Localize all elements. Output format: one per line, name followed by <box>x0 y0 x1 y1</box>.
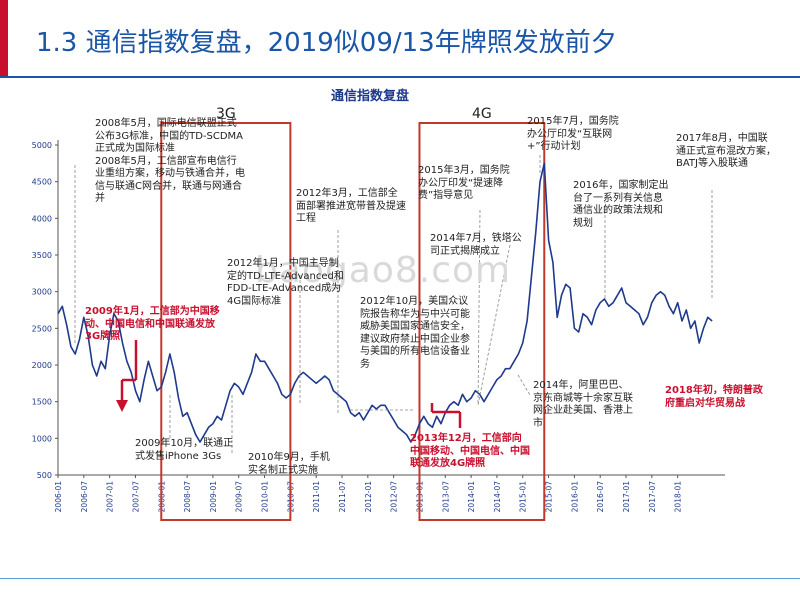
annotation-2013-dec: 2013年12月，工信部向中国移动、中国电信、中国联通发放4G牌照 <box>410 433 530 471</box>
annotation-line: 2015年7月，国务院办公厅印发“互联网+”行动计划 <box>527 116 619 152</box>
x-tick-label: 2015-07 <box>545 481 554 513</box>
y-tick-label: 3500 <box>32 251 52 260</box>
x-tick-label: 2007-01 <box>106 481 115 513</box>
y-tick-label: 2000 <box>32 361 52 370</box>
event-arrow-2009-head <box>116 400 128 412</box>
x-tick-label: 2009-01 <box>209 481 218 513</box>
annotation-2015-mar: 2015年3月，国务院办公厅印发“提速降费”指导意见 <box>418 165 518 203</box>
annotation-line: 2013年12月，工信部向中国移动、中国电信、中国联通发放4G牌照 <box>410 433 530 469</box>
annotation-2012-jan: 2012年1月，中国主导制定的TD-LTE-Advanced和FDD-LTE-A… <box>227 258 345 308</box>
annotation-leader-line <box>517 374 531 396</box>
annotation-line: 2010年9月，手机实名制正式实施 <box>248 452 330 476</box>
title-accent-bar <box>0 0 8 78</box>
x-tick-label: 2014-07 <box>493 481 502 513</box>
annotation-2014-jul: 2014年7月，铁塔公司正式揭牌成立 <box>430 233 522 258</box>
annotation-leader-line <box>477 209 481 406</box>
annotation-line: 2012年3月，工信部全面部署推进宽带普及提速工程 <box>296 188 406 224</box>
annotation-2009-jan: 2009年1月，工信部为中国移动、中国电信和中国联通发放3G牌照 <box>85 306 225 344</box>
x-tick-label: 2009-07 <box>235 481 244 513</box>
y-tick-label: 3000 <box>32 288 52 297</box>
chart-title: 通信指数复盘 <box>331 88 409 104</box>
annotation-2015-jul: 2015年7月，国务院办公厅印发“互联网+”行动计划 <box>527 116 619 154</box>
x-tick-label: 2006-01 <box>54 481 63 513</box>
y-tick-label: 500 <box>37 471 52 480</box>
annotation-line: 2018年初，特朗普政府重启对华贸易战 <box>665 385 763 409</box>
x-tick-label: 2015-01 <box>519 481 528 513</box>
y-tick-label: 4500 <box>32 178 52 187</box>
header-divider <box>0 76 800 78</box>
page-title: 1.3 通信指数复盘，2019似09/13年牌照发放前夕 <box>36 28 617 58</box>
x-tick-label: 2014-01 <box>467 481 476 513</box>
annotation-line: 2012年1月，中国主导制定的TD-LTE-Advanced和FDD-LTE-A… <box>227 258 344 307</box>
annotation-line: 2009年1月，工信部为中国移动、中国电信和中国联通发放3G牌照 <box>85 306 220 342</box>
annotation-2018: 2018年初，特朗普政府重启对华贸易战 <box>665 385 765 410</box>
x-tick-label: 2016-01 <box>570 481 579 513</box>
annotation-leader-line <box>477 244 511 406</box>
x-tick-label: 2017-01 <box>622 481 631 513</box>
annotation-line: 2014年，阿里巴巴、京东商城等十余家互联网企业赴美国、香港上市 <box>533 380 633 429</box>
y-tick-label: 1000 <box>32 434 52 443</box>
y-tick-label: 2500 <box>32 324 52 333</box>
annotation-line: 2015年3月，国务院办公厅印发“提速降费”指导意见 <box>418 165 510 201</box>
x-tick-label: 2013-07 <box>441 481 450 513</box>
x-tick-label: 2006-07 <box>80 481 89 513</box>
x-tick-label: 2018-01 <box>674 481 683 513</box>
annotation-line: 2009年10月，联通正式发售iPhone 3Gs <box>135 438 234 462</box>
annotation-line: 2012年10月，美国众议院报告称华为与中兴可能威胁美国国家通信安全，建议政府禁… <box>360 296 470 370</box>
x-tick-label: 2010-01 <box>261 481 270 513</box>
y-tick-label: 1500 <box>32 398 52 407</box>
y-tick-label: 5000 <box>32 141 52 150</box>
x-tick-label: 2008-07 <box>183 481 192 513</box>
y-tick-label: 4000 <box>32 214 52 223</box>
x-tick-label: 2016-07 <box>596 481 605 513</box>
highlight-box-4G <box>418 122 546 521</box>
highlight-box-label-4G: 4G <box>472 106 492 122</box>
highlight-box-3G <box>160 122 292 521</box>
annotation-2012-mar: 2012年3月，工信部全面部署推进宽带普及提速工程 <box>296 188 406 226</box>
annotation-2008: 2008年5月，国际电信联盟正式公布3G标准，中国的TD-SCDMA正式成为国际… <box>95 118 245 206</box>
x-tick-label: 2017-07 <box>648 481 657 513</box>
annotation-line: 2008年5月，工信部宣布电信行业重组方案，移动与铁通合并，电信与联通C网合并，… <box>95 155 245 205</box>
annotation-2012-oct: 2012年10月，美国众议院报告称华为与中兴可能威胁美国国家通信安全，建议政府禁… <box>360 296 478 371</box>
annotation-line: 2017年8月，中国联通正式宣布混改方案，BATJ等入股联通 <box>676 133 776 169</box>
x-tick-label: 2007-07 <box>131 481 140 513</box>
annotation-2010-sep: 2010年9月，手机实名制正式实施 <box>248 452 338 477</box>
watermark-text: baogao8.com <box>255 250 512 291</box>
series-line <box>57 162 713 443</box>
x-tick-label: 2012-01 <box>364 481 373 513</box>
highlight-box-label-3G: 3G <box>216 106 236 122</box>
annotation-line: 2008年5月，国际电信联盟正式公布3G标准，中国的TD-SCDMA正式成为国际… <box>95 118 244 154</box>
annotation-2014: 2014年，阿里巴巴、京东商城等十余家互联网企业赴美国、香港上市 <box>533 380 633 430</box>
annotation-2017-aug: 2017年8月，中国联通正式宣布混改方案，BATJ等入股联通 <box>676 133 776 171</box>
annotation-line: 2016年，国家制定出台了一系列有关信息通信业的政策法规和规划 <box>573 180 669 229</box>
annotation-line: 2014年7月，铁塔公司正式揭牌成立 <box>430 233 522 257</box>
x-tick-label: 2011-07 <box>338 481 347 513</box>
x-tick-label: 2012-07 <box>390 481 399 513</box>
x-tick-label: 2011-01 <box>312 481 321 513</box>
annotation-2009-oct: 2009年10月，联通正式发售iPhone 3Gs <box>135 438 240 463</box>
footer-divider <box>0 578 800 579</box>
annotation-2016: 2016年，国家制定出台了一系列有关信息通信业的政策法规和规划 <box>573 180 671 230</box>
